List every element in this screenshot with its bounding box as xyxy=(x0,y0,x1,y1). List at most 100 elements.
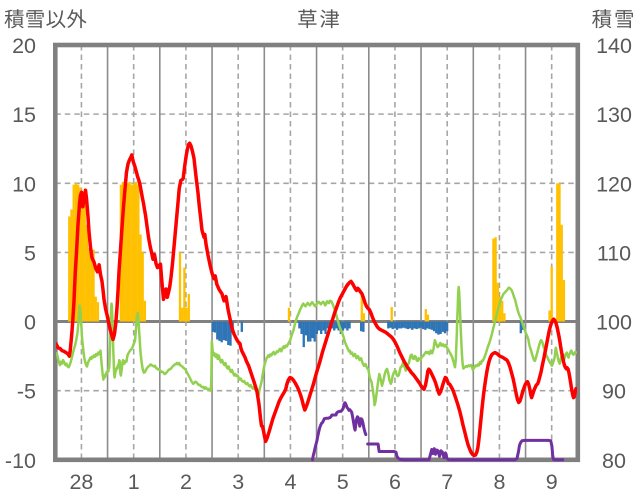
right-tick-label: 90 xyxy=(602,380,626,404)
chart-title: 草津 xyxy=(0,4,636,30)
blue-bars-bar xyxy=(419,321,423,328)
right-axis-title-glyphs xyxy=(592,9,633,29)
orange-bars-bar xyxy=(562,280,566,322)
blue-bars-bar xyxy=(346,321,349,331)
orange-bars-bar xyxy=(494,237,497,322)
blue-bars-bar xyxy=(213,321,217,333)
left-tick-label: 0 xyxy=(24,311,36,335)
blue-bars-bar xyxy=(348,321,351,329)
blue-bars-bar xyxy=(306,321,310,342)
blue-bars-bar xyxy=(362,321,365,332)
left-tick-label: 5 xyxy=(24,241,36,265)
right-tick-label: 80 xyxy=(602,449,626,473)
blue-bars-bar xyxy=(519,321,522,334)
left-axis-title-glyphs-glyph xyxy=(46,10,66,29)
purple-line xyxy=(311,401,565,462)
orange-bars-bar xyxy=(87,248,91,322)
blue-bars-bar xyxy=(304,321,308,336)
orange-bars-bar xyxy=(139,234,142,322)
plot-border xyxy=(52,42,581,463)
blue-bars-bar xyxy=(216,321,219,340)
orange-bars-bar xyxy=(426,314,430,322)
orange-bars-bar xyxy=(94,296,97,322)
blue-bars-bar xyxy=(391,321,394,330)
blue-bars-bar xyxy=(341,321,345,331)
blue-bars-bar xyxy=(224,321,228,341)
x-tick-label: 8 xyxy=(493,470,505,494)
orange-bars-bar xyxy=(556,183,559,322)
orange-bars-bar xyxy=(85,224,89,322)
orange-bars-bar xyxy=(81,191,84,322)
blue-bars-bar xyxy=(443,321,447,334)
blue-bars-bar xyxy=(227,321,230,346)
blue-bars-bar xyxy=(313,321,316,342)
right-tick-label: 130 xyxy=(596,103,632,127)
left-axis-title-glyphs-glyph xyxy=(4,9,24,29)
blue-bars-bar xyxy=(422,321,425,330)
orange-bars-bar xyxy=(498,296,502,322)
blue-bars-bar xyxy=(320,321,323,334)
left-axis-title-glyphs-glyph xyxy=(26,10,44,29)
blue-bars-bar xyxy=(430,321,434,330)
x-tick-label: 28 xyxy=(69,470,93,494)
orange-bars-bar xyxy=(126,183,129,322)
left-tick-label: 10 xyxy=(12,172,36,196)
blue-bars-bar xyxy=(417,321,420,329)
red-line xyxy=(56,141,578,458)
blue-bars-bar xyxy=(333,321,336,331)
chart-title-glyphs-glyph xyxy=(298,9,317,29)
orange-bars-bar xyxy=(558,183,561,322)
orange-bars-bar xyxy=(132,183,136,322)
orange-bars-bar xyxy=(135,181,138,322)
orange-bars-bar xyxy=(181,307,184,322)
orange-bars-bar xyxy=(550,266,553,322)
blue-bars-bar xyxy=(441,321,444,332)
blue-bars-bar xyxy=(222,321,226,341)
orange-bars-bar xyxy=(70,209,73,322)
orange-bars-bar xyxy=(560,224,563,322)
blue-bars-bar xyxy=(229,321,232,346)
orange-bars-bar xyxy=(137,184,140,322)
x-tick-label: 6 xyxy=(389,470,401,494)
blue-bars-bar xyxy=(360,321,363,332)
right-axis-title-glyphs-glyph xyxy=(615,10,633,29)
blue-bars-bar xyxy=(428,321,431,330)
blue-bars-bar xyxy=(411,321,414,330)
blue-bars-bar xyxy=(211,321,215,332)
orange-bars-bar xyxy=(72,184,75,322)
orange-bars-bar xyxy=(143,300,147,322)
blue-bars-bar xyxy=(404,321,407,329)
right-axis-title-glyphs-glyph xyxy=(592,9,612,29)
orange-bars-bar xyxy=(90,249,93,322)
blue-bars-bar xyxy=(426,321,429,329)
orange-bars-bar xyxy=(130,184,133,322)
blue-bars-bar xyxy=(317,321,321,331)
blue-bars-bar xyxy=(240,321,243,332)
series-group xyxy=(56,141,578,462)
blue-bars-bar xyxy=(220,321,223,343)
orange-bars-bar xyxy=(496,282,499,322)
blue-bars-bar xyxy=(315,321,319,334)
blue-bars-bar xyxy=(437,321,440,335)
orange-bars-bar xyxy=(287,307,291,322)
orange-bars-bar xyxy=(424,309,427,322)
blue-bars-bar xyxy=(398,321,401,329)
left-axis-title-glyphs-glyph xyxy=(66,9,87,29)
right-tick-label: 110 xyxy=(597,241,631,265)
gridlines xyxy=(55,45,578,460)
left-tick-label: -5 xyxy=(17,380,36,404)
blue-bars-bar xyxy=(300,321,303,334)
orange-bars-bar xyxy=(92,249,95,322)
blue-bars-bar xyxy=(218,321,221,341)
orange-bars-bar xyxy=(187,293,190,322)
orange-bars-bar xyxy=(548,310,551,322)
left-tick-label: 15 xyxy=(12,103,36,127)
orange-bars-bar xyxy=(96,302,100,322)
blue-bars-bar xyxy=(324,321,327,334)
blue-bars-bar xyxy=(311,321,314,339)
orange-bars-bar xyxy=(360,293,363,322)
blue-bars-bar xyxy=(400,321,403,329)
